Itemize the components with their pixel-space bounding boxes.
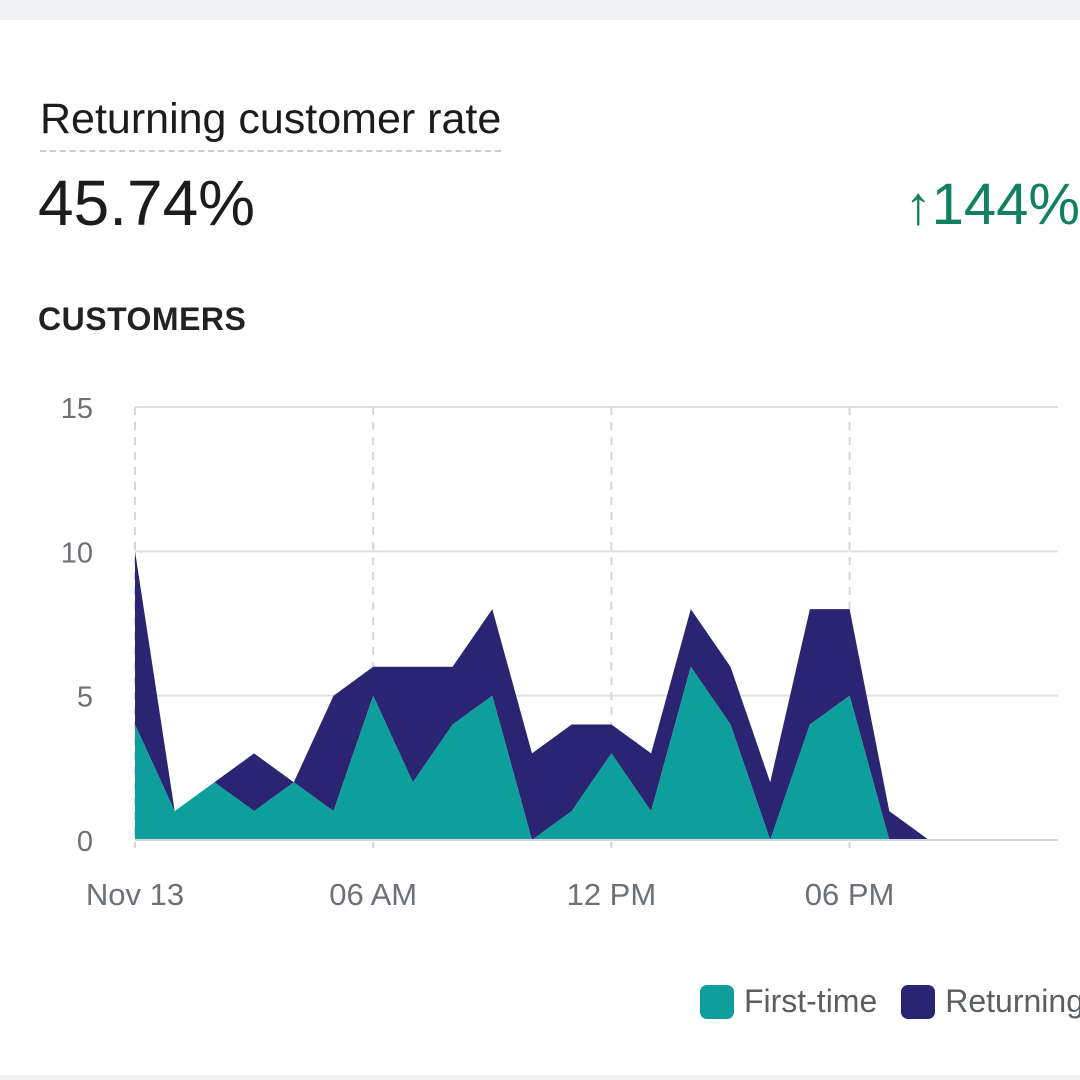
chart-legend: First-time Returning <box>676 983 1080 1020</box>
customers-area-chart: 0 5 10 15 Nov 13 06 AM 12 PM 06 PM <box>61 393 1058 912</box>
card-title[interactable]: Returning customer rate <box>40 94 502 152</box>
x-tick-label-0: Nov 13 <box>86 877 184 912</box>
returning-customer-rate-card: Returning customer rate 45.74% ↑144% CUS… <box>0 20 1080 1075</box>
first-time-area <box>135 666 929 840</box>
legend-item-first-time[interactable]: First-time <box>699 983 878 1020</box>
section-label: CUSTOMERS <box>38 301 247 337</box>
legend-label: First-time <box>743 983 878 1019</box>
arrow-up-icon: ↑ <box>904 176 932 236</box>
x-tick-label-3: 06 PM <box>805 877 895 912</box>
legend-swatch <box>901 984 936 1019</box>
change-indicator: ↑144% <box>905 170 1080 240</box>
y-tick-label-0: 0 <box>77 826 93 858</box>
metric-value: 45.74% <box>38 167 256 239</box>
x-tick-label-1: 06 AM <box>329 877 417 912</box>
x-tick-label-2: 12 PM <box>567 877 657 912</box>
y-tick-label-15: 15 <box>61 393 93 425</box>
legend-item-returning[interactable]: Returning <box>901 983 1080 1020</box>
change-value: 144% <box>931 172 1080 237</box>
legend-label: Returning <box>945 983 1080 1019</box>
y-tick-label-5: 5 <box>77 682 93 714</box>
y-tick-label-10: 10 <box>61 537 93 569</box>
returning-area <box>135 551 929 840</box>
legend-swatch <box>699 984 734 1019</box>
